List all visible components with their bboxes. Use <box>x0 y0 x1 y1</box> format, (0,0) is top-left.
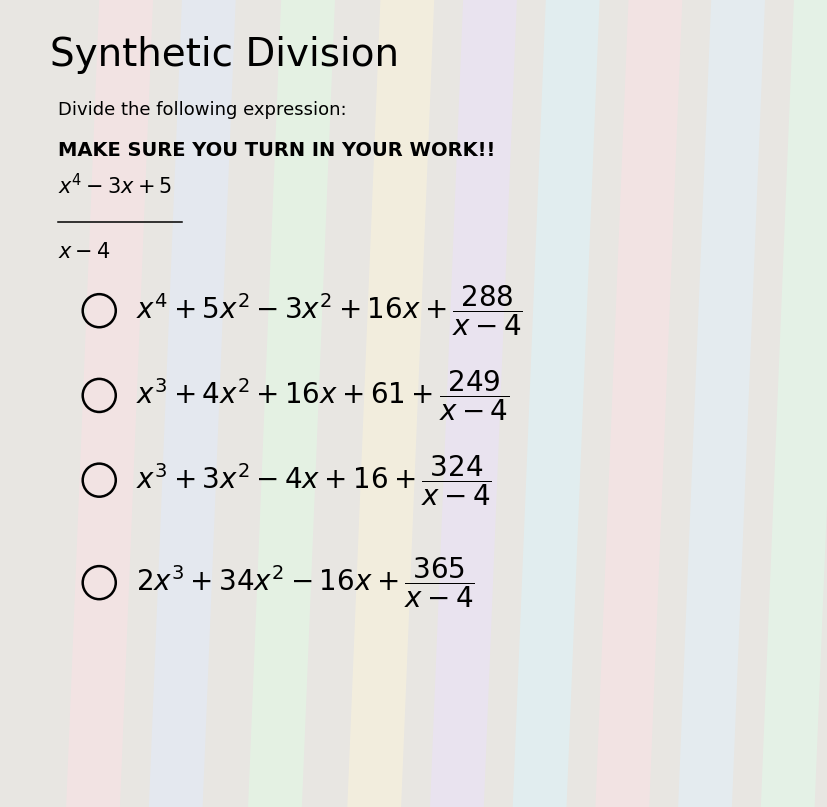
Polygon shape <box>513 0 600 807</box>
Text: $2x^3+34x^2-16x+\dfrac{365}{x-4}$: $2x^3+34x^2-16x+\dfrac{365}{x-4}$ <box>136 555 476 610</box>
Polygon shape <box>678 0 765 807</box>
Text: MAKE SURE YOU TURN IN YOUR WORK!!: MAKE SURE YOU TURN IN YOUR WORK!! <box>58 141 495 161</box>
Text: $x^4-3x+5$: $x^4-3x+5$ <box>58 173 172 198</box>
Text: $x^3+4x^2+16x+61+\dfrac{249}{x-4}$: $x^3+4x^2+16x+61+\dfrac{249}{x-4}$ <box>136 368 510 423</box>
Text: $x-4$: $x-4$ <box>58 242 111 262</box>
Polygon shape <box>761 0 827 807</box>
Text: Synthetic Division: Synthetic Division <box>50 36 399 74</box>
Polygon shape <box>149 0 236 807</box>
Text: Divide the following expression:: Divide the following expression: <box>58 101 347 119</box>
Text: $x^4+5x^2-3x^2+16x+\dfrac{288}{x-4}$: $x^4+5x^2-3x^2+16x+\dfrac{288}{x-4}$ <box>136 283 523 338</box>
Polygon shape <box>347 0 434 807</box>
Polygon shape <box>430 0 517 807</box>
Polygon shape <box>66 0 153 807</box>
Polygon shape <box>595 0 682 807</box>
Text: $x^3+3x^2-4x+16+\dfrac{324}{x-4}$: $x^3+3x^2-4x+16+\dfrac{324}{x-4}$ <box>136 453 492 508</box>
Polygon shape <box>248 0 335 807</box>
